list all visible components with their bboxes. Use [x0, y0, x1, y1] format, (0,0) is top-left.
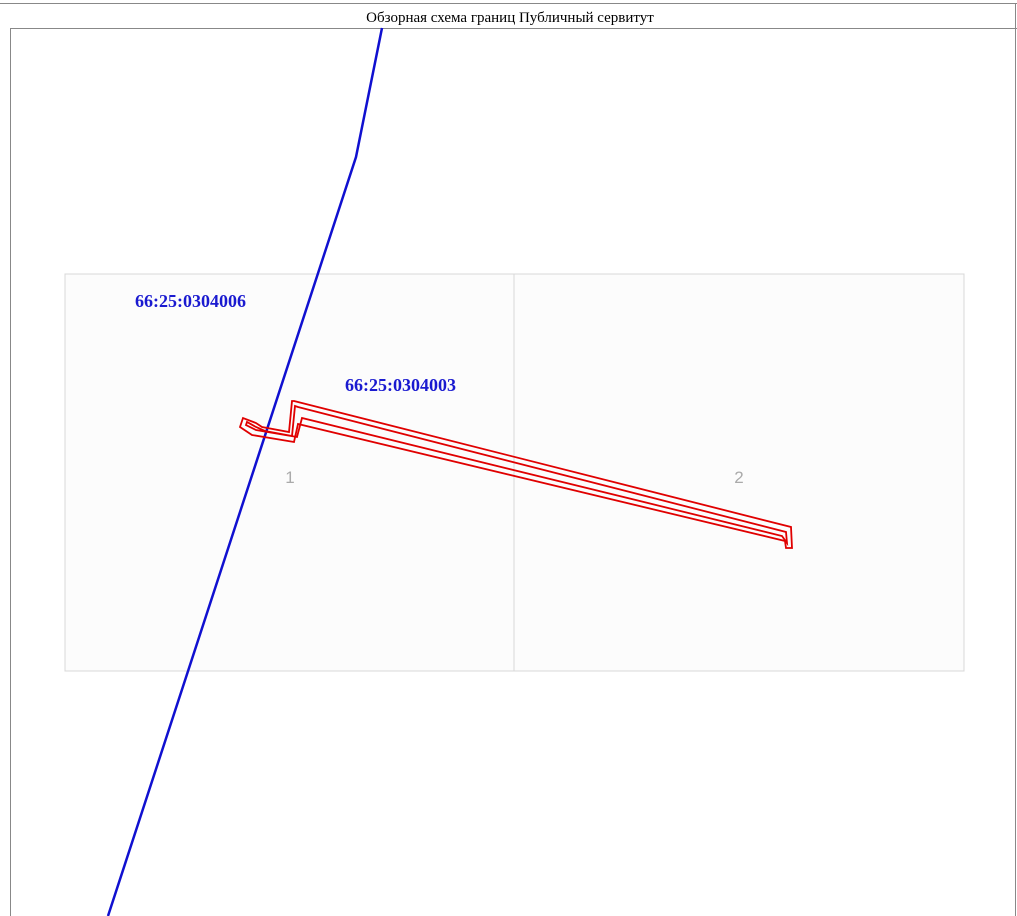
easement-outer: [238, 400, 793, 549]
sheet-1: [64, 273, 515, 672]
easement-inner: [244, 404, 789, 547]
quarter-label: 66:25:0304006: [135, 291, 246, 311]
sheet-label: 1: [285, 468, 294, 487]
quarter-boundary: [106, 27, 384, 916]
map-title: Обзорная схема границ Публичный сервитут: [366, 10, 654, 26]
quarter-label: 66:25:0304003: [345, 375, 456, 395]
sheet-2: [513, 273, 965, 672]
sheet-label: 2: [734, 468, 743, 487]
